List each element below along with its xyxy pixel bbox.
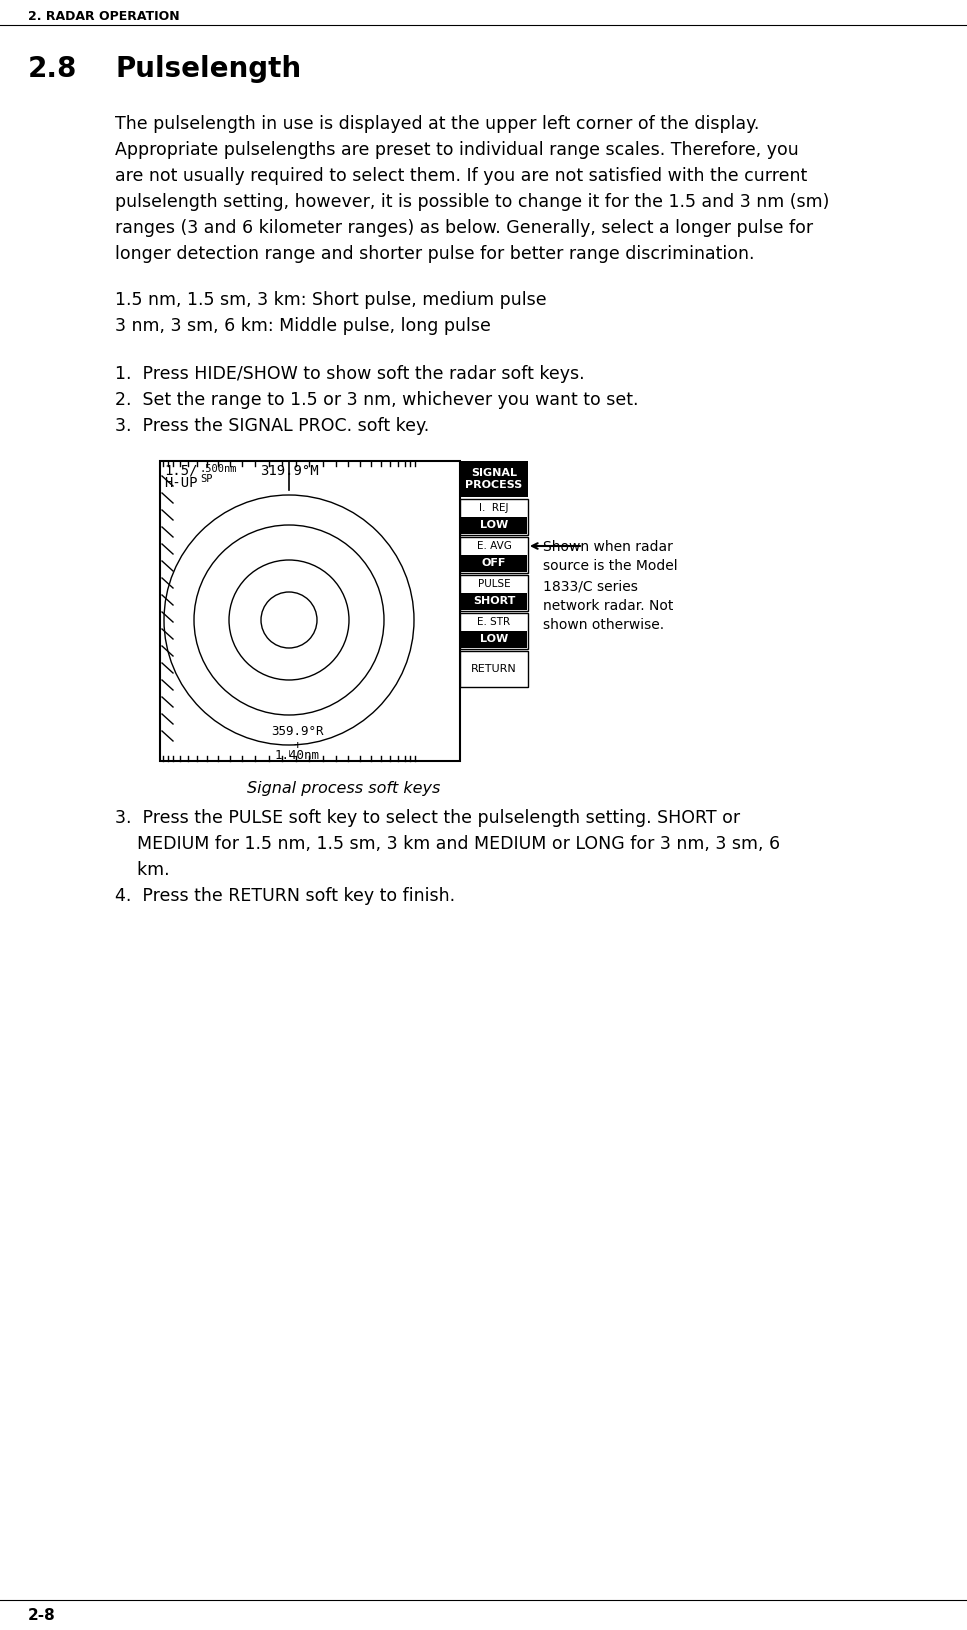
Text: SIGNAL
PROCESS: SIGNAL PROCESS <box>465 468 522 491</box>
Text: 1.5 nm, 1.5 sm, 3 km: Short pulse, medium pulse: 1.5 nm, 1.5 sm, 3 km: Short pulse, mediu… <box>115 292 546 310</box>
Text: 3.  Press the PULSE soft key to select the pulselength setting. SHORT or: 3. Press the PULSE soft key to select th… <box>115 808 740 826</box>
Text: Appropriate pulselengths are preset to individual range scales. Therefore, you: Appropriate pulselengths are preset to i… <box>115 142 799 160</box>
Text: km.: km. <box>115 861 169 879</box>
Text: The pulselength in use is displayed at the upper left corner of the display.: The pulselength in use is displayed at t… <box>115 116 759 134</box>
Text: OFF: OFF <box>482 559 506 569</box>
Text: 3 nm, 3 sm, 6 km: Middle pulse, long pulse: 3 nm, 3 sm, 6 km: Middle pulse, long pul… <box>115 316 491 336</box>
Bar <box>160 461 460 761</box>
Text: SHORT: SHORT <box>473 597 515 606</box>
Bar <box>461 517 527 535</box>
Text: E. AVG: E. AVG <box>477 541 512 551</box>
Text: 1.  Press HIDE/SHOW to show soft the radar soft keys.: 1. Press HIDE/SHOW to show soft the rada… <box>115 365 585 383</box>
Text: SP: SP <box>200 474 213 484</box>
Text: Signal process soft keys: Signal process soft keys <box>248 781 441 795</box>
Text: 4.  Press the RETURN soft key to finish.: 4. Press the RETURN soft key to finish. <box>115 887 455 905</box>
Text: I.  REJ: I. REJ <box>480 504 509 513</box>
Text: LOW: LOW <box>480 520 508 530</box>
Text: Pulselength: Pulselength <box>115 55 301 83</box>
Text: pulselength setting, however, it is possible to change it for the 1.5 and 3 nm (: pulselength setting, however, it is poss… <box>115 192 830 210</box>
Text: PULSE: PULSE <box>478 579 511 588</box>
Text: 1.5/: 1.5/ <box>164 465 197 478</box>
Text: .500nm: .500nm <box>200 465 238 474</box>
Text: 359.9°R: 359.9°R <box>271 725 323 738</box>
Bar <box>460 575 528 611</box>
Text: 319.9°M: 319.9°M <box>260 465 318 478</box>
Text: 2-8: 2-8 <box>28 1609 56 1623</box>
Text: RETURN: RETURN <box>471 663 517 673</box>
Bar <box>460 499 528 535</box>
Bar <box>460 650 528 686</box>
Text: +: + <box>293 738 301 751</box>
Text: LOW: LOW <box>480 634 508 644</box>
Text: ranges (3 and 6 kilometer ranges) as below. Generally, select a longer pulse for: ranges (3 and 6 kilometer ranges) as bel… <box>115 218 813 236</box>
Bar <box>460 536 528 574</box>
Bar <box>460 613 528 649</box>
Text: H-UP: H-UP <box>164 476 197 491</box>
Text: 1.40nm: 1.40nm <box>275 750 319 761</box>
Text: E. STR: E. STR <box>478 618 511 628</box>
Text: longer detection range and shorter pulse for better range discrimination.: longer detection range and shorter pulse… <box>115 244 754 262</box>
Text: 2.  Set the range to 1.5 or 3 nm, whichever you want to set.: 2. Set the range to 1.5 or 3 nm, whichev… <box>115 391 638 409</box>
Bar <box>461 631 527 649</box>
Bar <box>461 554 527 572</box>
Bar <box>460 461 528 497</box>
Text: are not usually required to select them. If you are not satisfied with the curre: are not usually required to select them.… <box>115 166 807 184</box>
Bar <box>461 593 527 610</box>
Text: 2.8: 2.8 <box>28 55 77 83</box>
Text: Shown when radar
source is the Model
1833/C series
network radar. Not
shown othe: Shown when radar source is the Model 183… <box>543 540 678 632</box>
Text: 2. RADAR OPERATION: 2. RADAR OPERATION <box>28 10 180 23</box>
Text: 3.  Press the SIGNAL PROC. soft key.: 3. Press the SIGNAL PROC. soft key. <box>115 417 429 435</box>
Text: MEDIUM for 1.5 nm, 1.5 sm, 3 km and MEDIUM or LONG for 3 nm, 3 sm, 6: MEDIUM for 1.5 nm, 1.5 sm, 3 km and MEDI… <box>115 835 780 852</box>
